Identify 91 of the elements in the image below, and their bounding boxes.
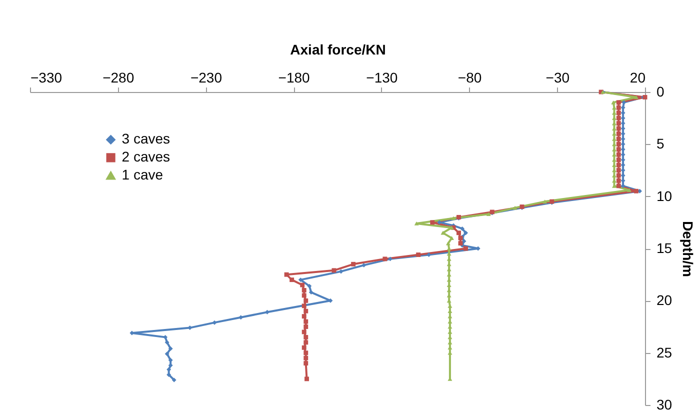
point — [338, 269, 344, 274]
point — [304, 361, 308, 366]
point — [430, 220, 435, 225]
point — [332, 268, 336, 273]
point — [611, 100, 616, 104]
y-tick-label: 30 — [656, 396, 672, 412]
point — [616, 168, 621, 172]
point — [168, 363, 173, 368]
point — [634, 95, 638, 100]
point — [164, 340, 170, 345]
point — [616, 121, 621, 126]
point — [616, 142, 621, 146]
point — [620, 168, 626, 172]
point — [464, 246, 468, 251]
point — [616, 152, 621, 157]
point — [308, 290, 314, 295]
point — [302, 288, 306, 292]
point — [362, 262, 366, 268]
point — [302, 314, 306, 319]
point — [542, 200, 548, 204]
x-axis-title: Axial force/KN — [290, 42, 386, 58]
point — [616, 162, 621, 168]
point — [616, 136, 621, 142]
legend-label: 1 cave — [122, 166, 164, 183]
point — [616, 178, 621, 183]
point — [307, 284, 312, 288]
point — [168, 358, 173, 362]
point — [616, 110, 621, 116]
y-tick-label: 25 — [656, 344, 672, 360]
point — [304, 319, 308, 324]
point — [462, 238, 466, 244]
y-tick-label: 10 — [656, 188, 672, 204]
x-tick-label: −180 — [278, 70, 310, 86]
point — [626, 188, 632, 192]
point — [456, 230, 461, 236]
point — [163, 334, 168, 340]
point — [388, 256, 392, 262]
x-tick-label: −230 — [190, 70, 222, 86]
point — [616, 100, 621, 105]
point — [304, 298, 308, 303]
y-tick-label: 15 — [656, 240, 672, 256]
point — [486, 212, 491, 216]
x-tick-label: −330 — [30, 70, 62, 86]
point — [302, 304, 306, 308]
point — [166, 372, 172, 377]
point — [304, 340, 308, 345]
point — [212, 320, 217, 325]
point — [172, 378, 176, 382]
point — [616, 184, 621, 188]
point — [302, 293, 306, 298]
point — [351, 262, 356, 266]
point — [382, 256, 388, 262]
point — [616, 126, 621, 131]
point — [616, 116, 621, 120]
point — [302, 330, 306, 334]
point — [302, 345, 306, 350]
point — [304, 308, 308, 314]
point — [616, 131, 621, 136]
point — [616, 147, 621, 152]
x-tick-label: −130 — [366, 70, 398, 86]
point — [304, 376, 309, 382]
x-tick-label: −280 — [102, 70, 134, 86]
point — [416, 252, 421, 257]
legend-label: 2 caves — [122, 148, 170, 165]
point — [304, 324, 308, 329]
point — [284, 272, 289, 277]
y-tick-label: 5 — [656, 136, 664, 152]
point — [290, 278, 294, 282]
y-tick-label: 20 — [656, 292, 672, 308]
point — [616, 105, 621, 110]
point — [616, 158, 621, 162]
point — [304, 334, 308, 340]
x-tick-label: 20 — [630, 70, 646, 86]
y-axis-title: Depth/m — [680, 221, 696, 277]
point — [304, 356, 308, 360]
point — [464, 230, 468, 236]
x-tick-label: −80 — [458, 70, 482, 86]
legend-label: 3 caves — [122, 130, 170, 147]
point — [634, 188, 638, 194]
point — [168, 346, 173, 351]
point — [414, 222, 419, 226]
point — [164, 352, 170, 356]
point — [304, 350, 308, 356]
point — [300, 282, 305, 288]
point — [460, 226, 464, 231]
point — [426, 252, 432, 257]
point — [616, 173, 621, 178]
point — [449, 236, 454, 240]
point — [437, 220, 442, 225]
y-tick-label: 0 — [656, 84, 664, 100]
x-tick-label: −30 — [546, 70, 570, 86]
